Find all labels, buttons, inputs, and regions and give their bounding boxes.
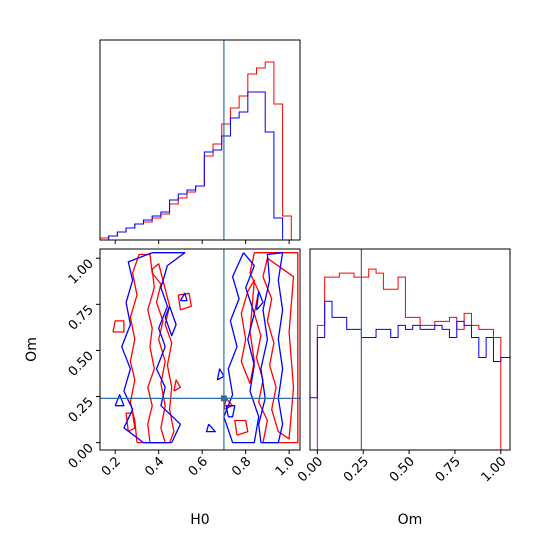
om-histogram-axis-label: Om (398, 512, 423, 528)
om-histogram-panel: 0.00 0.25 0.50 0.75 1.00 Om (295, 248, 511, 528)
om-histogram-series (309, 268, 511, 451)
h0-histogram-step-2 (100, 91, 300, 241)
h0-tick-label: 0.4 (142, 454, 167, 479)
contour-line-2-5 (205, 423, 216, 433)
h0-histogram-series (99, 61, 300, 241)
contour-line-2-7 (258, 252, 284, 444)
om-histogram-frame (309, 248, 511, 451)
contour-line-1-3 (112, 320, 125, 333)
om-histogram-tick-label: 0.75 (433, 454, 464, 485)
om-histogram-tick-label: 0.00 (295, 454, 326, 485)
h0-histogram-frame (99, 39, 301, 241)
truth-point-marker (220, 395, 227, 402)
h0-histogram-ticks (114, 240, 290, 244)
contour-line-2-4 (179, 292, 188, 302)
contour-line-1-8 (262, 257, 295, 440)
contour-line-2-6 (223, 252, 260, 444)
contour-line-1-9 (240, 279, 255, 384)
contour-line-1-6 (125, 412, 136, 433)
om-tick-label: 1.00 (66, 256, 97, 287)
contour-line-2-9 (216, 368, 225, 381)
contour-line-1-1 (129, 253, 166, 444)
h0-om-contour-panel: 0.2 0.4 0.6 0.8 1.0 0.000.250.500.751.00 H0 … (24, 248, 301, 528)
contour-line-1-2 (147, 263, 175, 444)
om-histogram-tick-label: 0.25 (341, 454, 372, 485)
contour-line-2-8 (255, 290, 264, 311)
contour-line-1-4 (177, 292, 192, 311)
contour-line-1-10 (234, 419, 249, 436)
h0-histogram-step-1 (99, 61, 300, 241)
h0-tick-label: 0.6 (186, 454, 211, 479)
om-histogram-step-1 (310, 268, 510, 451)
contour-series (112, 252, 299, 444)
h0-tick-label: 0.2 (99, 454, 124, 479)
h0-axis-label: H0 (190, 512, 209, 528)
om-histogram-step-2 (309, 300, 511, 450)
h0-histogram-panel (99, 39, 301, 244)
contour-line-2-3 (114, 394, 125, 407)
om-tick-label: 0.00 (66, 441, 97, 472)
h0-tick-label: 0.8 (229, 454, 254, 479)
contour-line-2-2 (164, 305, 177, 337)
contour-line-2-1 (121, 252, 186, 444)
om-histogram-tick-label: 1.00 (479, 454, 510, 485)
om-axis-ticks: 0.00 0.25 0.50 0.75 1.00 (66, 256, 100, 472)
om-tick-label: 0.50 (66, 349, 97, 380)
om-tick-label: 0.75 (66, 303, 97, 334)
om-tick-label: 0.25 (66, 395, 97, 426)
om-axis-label: Om (24, 337, 40, 362)
contour-frame (99, 248, 301, 451)
om-histogram-axis-ticks: 0.00 0.25 0.50 0.75 1.00 (295, 450, 510, 485)
contour-line-2-10 (225, 405, 236, 418)
contour-line-1-5 (173, 379, 182, 392)
om-histogram-tick-label: 0.50 (387, 454, 418, 485)
h0-axis-ticks: 0.2 0.4 0.6 0.8 1.0 (99, 450, 298, 479)
h0-tick-label: 1.0 (273, 454, 298, 479)
